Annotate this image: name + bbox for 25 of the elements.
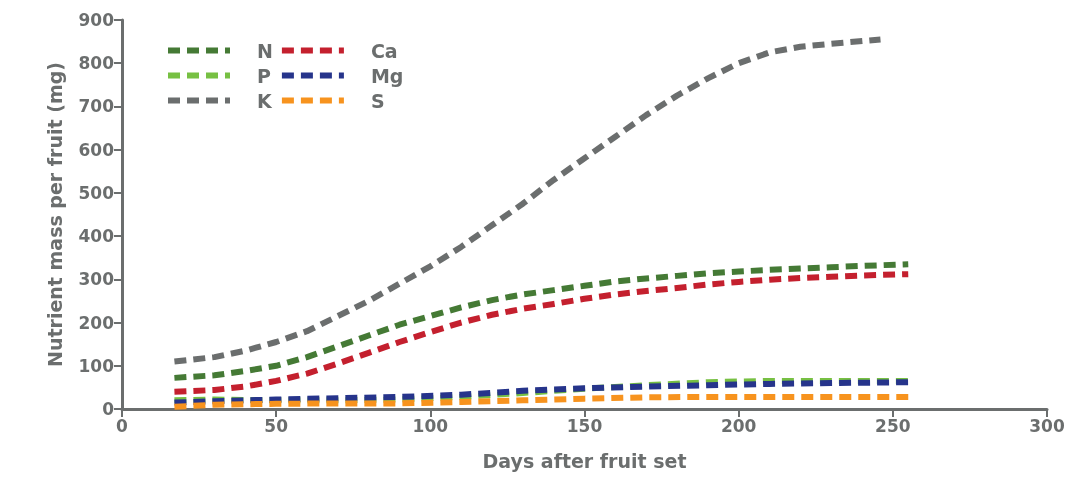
y-tick-label: 300 xyxy=(78,269,115,290)
legend-label: N xyxy=(257,39,273,62)
y-tick-label: 100 xyxy=(78,355,115,376)
legend-label: Ca xyxy=(370,39,398,62)
y-tick-label: 200 xyxy=(78,312,115,333)
y-tick-label: 900 xyxy=(78,10,115,30)
x-tick-label: 100 xyxy=(412,415,449,436)
y-tick-label: 0 xyxy=(102,399,115,419)
x-tick-label: 250 xyxy=(875,415,911,436)
legend-label: Mg xyxy=(370,64,404,87)
y-tick-label: 800 xyxy=(78,53,115,74)
legend-label: K xyxy=(257,89,273,112)
y-tick-label: 600 xyxy=(78,139,115,160)
y-tick-label: 500 xyxy=(78,182,115,203)
y-tick-label: 400 xyxy=(78,226,115,247)
legend-label: S xyxy=(370,89,385,112)
legend-label: P xyxy=(257,64,271,87)
x-tick-label: 200 xyxy=(720,415,757,436)
x-tick-label: 50 xyxy=(264,415,289,436)
x-tick-label: 0 xyxy=(116,415,129,436)
x-tick-label: 150 xyxy=(566,415,603,436)
y-axis-title: Nutrient mass per fruit (mg) xyxy=(43,62,66,367)
y-tick-label: 700 xyxy=(78,96,115,117)
x-axis-title: Days after fruit set xyxy=(482,449,687,472)
x-tick-label: 300 xyxy=(1029,415,1065,436)
